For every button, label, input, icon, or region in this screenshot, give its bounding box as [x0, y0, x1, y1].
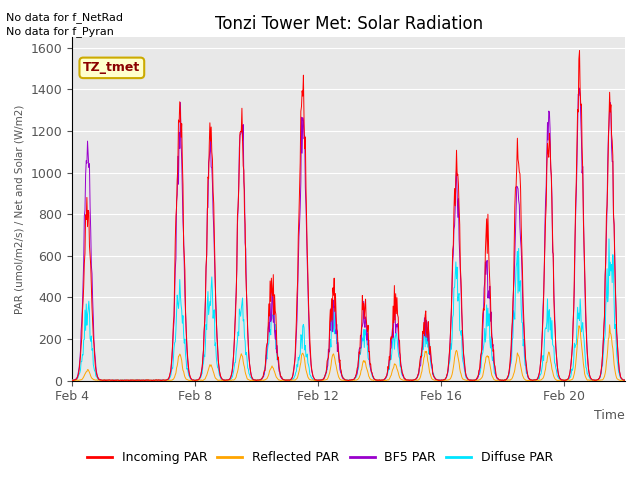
X-axis label: Time: Time: [595, 409, 625, 422]
Y-axis label: PAR (umol/m2/s) / Net and Solar (W/m2): PAR (umol/m2/s) / Net and Solar (W/m2): [15, 104, 25, 313]
Title: Tonzi Tower Met: Solar Radiation: Tonzi Tower Met: Solar Radiation: [214, 15, 483, 33]
Text: No data for f_Pyran: No data for f_Pyran: [6, 26, 115, 37]
Text: No data for f_NetRad: No data for f_NetRad: [6, 12, 124, 23]
Text: TZ_tmet: TZ_tmet: [83, 61, 140, 74]
Legend: Incoming PAR, Reflected PAR, BF5 PAR, Diffuse PAR: Incoming PAR, Reflected PAR, BF5 PAR, Di…: [81, 446, 559, 469]
